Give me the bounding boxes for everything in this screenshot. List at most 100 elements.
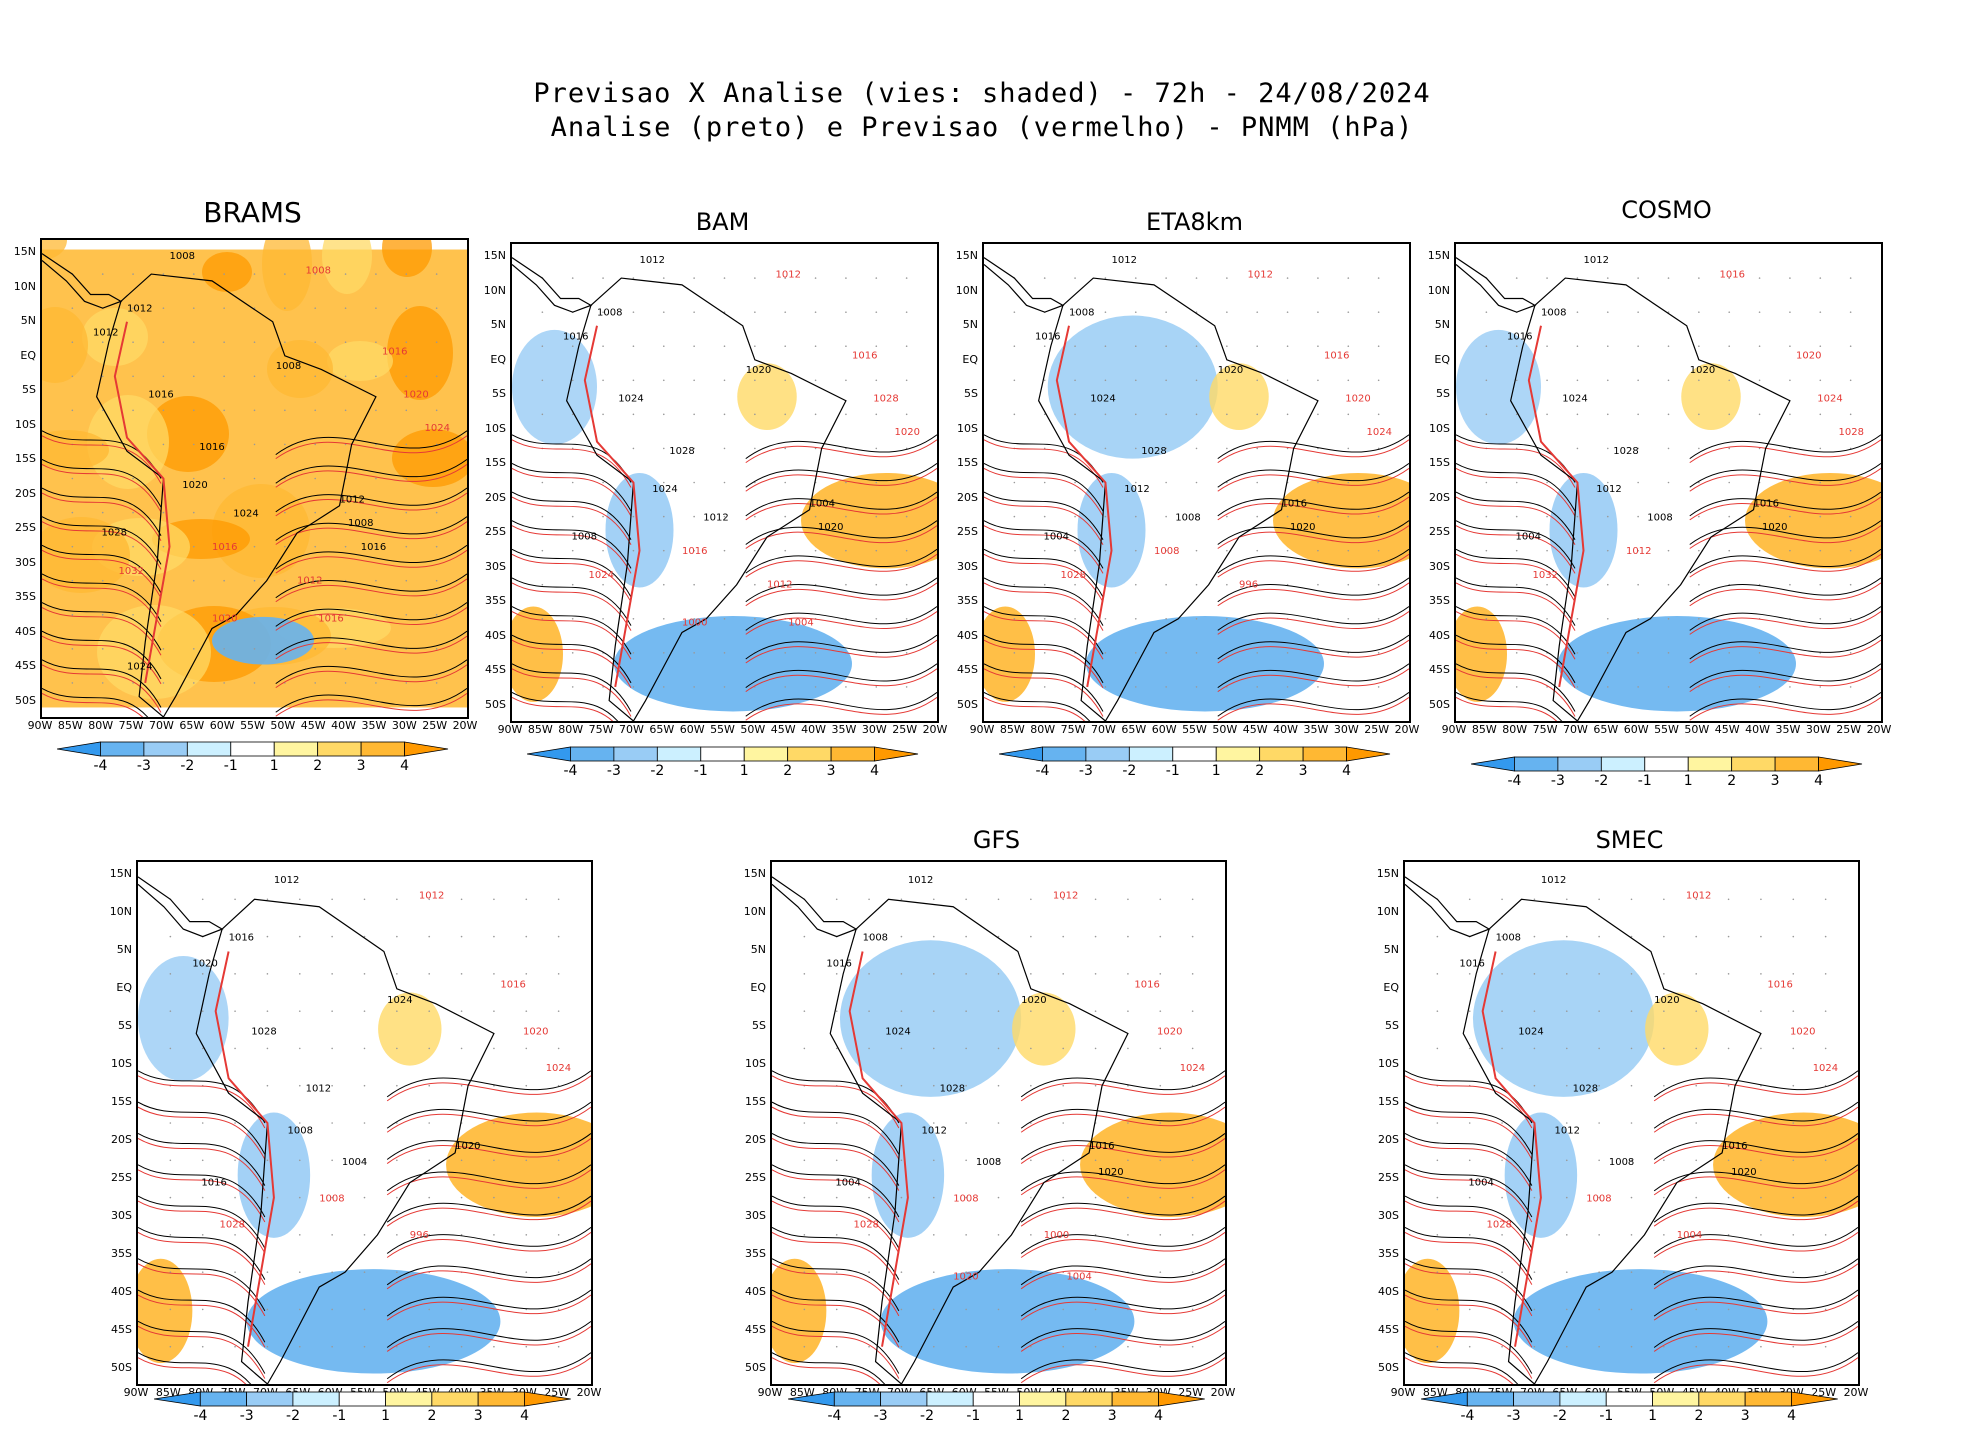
colorbar-label: -3 [136,758,151,774]
isobar-label-analysis: 1004 [342,1157,367,1168]
isobar-forecast [1405,1325,1533,1379]
isobar-forecast [386,1325,591,1352]
isobar-label-forecast: 1016 [852,350,877,361]
lon-tick-label: 30W [391,719,417,732]
isobar-analysis [984,577,1104,626]
colorbar-label: 2 [313,758,323,774]
colorbar-swatch [1215,746,1261,762]
isobar-label-forecast: 1004 [788,618,813,629]
lat-tick-label: 5S [492,387,506,401]
isobar-forecast [1020,1075,1225,1102]
lat-tick-label: 5N [116,943,132,956]
lat-tick-label: 20S [111,1133,132,1146]
bias-blob-warm [378,992,442,1066]
lat-tick-label: 50S [745,1361,766,1374]
isobar-analysis [772,1133,900,1186]
isobar-label-analysis: 1012 [1584,255,1609,266]
colorbar-swatch [1471,756,1515,772]
isobar-analysis [1405,1320,1533,1374]
isobar-label-forecast: 1028 [1061,570,1086,581]
lat-tick-label: 30S [15,555,36,569]
isobar-label-analysis: 1024 [387,995,412,1006]
isobar-label-analysis: 1012 [340,494,365,505]
isobar-label-analysis: 1012 [921,1125,946,1136]
lat-tick-label: 40S [1429,628,1450,642]
lat-tick-label: 35S [745,1247,766,1260]
isobar-label-analysis: 1024 [127,661,152,672]
isobar-label-analysis: 1020 [455,1141,480,1152]
isobar-forecast [138,1325,266,1379]
isobar-label-forecast: 1004 [1066,1272,1091,1283]
colorbar-label: -1 [332,1408,347,1424]
isobar-forecast [772,1263,900,1317]
isobar-label-forecast: 1028 [1839,427,1864,438]
lon-tick-label: 45W [300,719,326,732]
isobar-label-forecast: 1012 [1248,269,1273,280]
isobar-forecast [1653,1169,1858,1196]
lon-tick-label: 90W [1441,723,1467,736]
colorbar-label: 3 [1107,1408,1117,1424]
colorbar-label: 3 [1770,773,1780,789]
isobar-forecast [1020,1263,1225,1290]
lat-tick-label: 20S [15,486,36,500]
map-svg: 1012 1008 1016 1020 1024 1028 1012 1008 1004 1016… [772,875,1225,1384]
isobar-analysis [1456,548,1576,598]
isobar-label-analysis: 1012 [306,1084,331,1095]
colorbar-label: 3 [356,758,366,774]
lon-tick-label: 60W [1151,723,1177,736]
isobar-forecast [984,496,1104,545]
isobar-label-analysis: 1016 [1459,958,1484,969]
bias-blob-warm [772,1258,827,1364]
lon-tick-label: 50W [1684,723,1710,736]
isobar-analysis [745,577,937,603]
isobar-analysis [138,1226,266,1280]
lon-tick-label: 85W [57,719,83,732]
bias-blob [327,341,393,381]
colorbar-swatch [317,741,362,757]
colorbar-swatch [1128,746,1174,762]
lat-tick-label: 10N [1376,905,1399,918]
isobar-analysis [138,1133,266,1186]
isobar-forecast [745,468,937,492]
colorbar-swatch [431,1391,479,1407]
isobar-label-analysis: 1012 [1541,875,1566,886]
lat-tick-label: 5S [964,387,978,401]
isobar-forecast [138,1075,266,1129]
colorbar-label: 4 [1342,763,1351,779]
lat-tick-label: 45S [111,1323,132,1336]
isobar-analysis [512,606,632,655]
lon-tick-label: 45W [1242,723,1268,736]
lat-tick-label: 35S [1378,1247,1399,1260]
lat-tick-label: 30S [111,1209,132,1222]
isobar-forecast [1689,696,1881,721]
isobar-forecast [1653,1200,1858,1227]
colorbar-label: -2 [1122,763,1137,779]
isobar-analysis [1020,1352,1225,1380]
colorbar-swatch [360,741,405,757]
lon-tick-label: 65W [649,723,675,736]
lat-tick-label: 15N [743,867,766,880]
colorbar-label: 1 [1015,1408,1025,1424]
isobar-forecast [1653,1138,1858,1164]
isobar-analysis [1689,434,1881,460]
isobar-label-forecast: 1016 [1134,979,1159,990]
isobar-label-forecast: 1024 [589,570,614,581]
isobar-analysis [745,463,937,488]
bias-blob-warm [1080,1112,1225,1217]
isobar-analysis [42,516,162,565]
bias-blob [382,240,432,277]
isobar-label-analysis: 1016 [1507,331,1532,342]
isobar-label-analysis: 1016 [229,932,254,943]
isobar-forecast [386,1138,591,1164]
isobar-analysis [275,544,467,570]
lat-tick-label: EQ [490,352,506,366]
isobar-label-forecast: 1032 [1533,570,1558,581]
bias-blob-warm [1012,992,1076,1066]
lat-tick-label: 30S [1378,1209,1399,1222]
isobar-analysis [386,1133,591,1160]
lon-tick-label: 35W [361,719,387,732]
isobar-analysis [1689,577,1881,603]
colorbar-swatch [1818,756,1863,772]
isobar-label-forecast: 1012 [1686,891,1711,902]
isobar-forecast [772,1169,900,1223]
